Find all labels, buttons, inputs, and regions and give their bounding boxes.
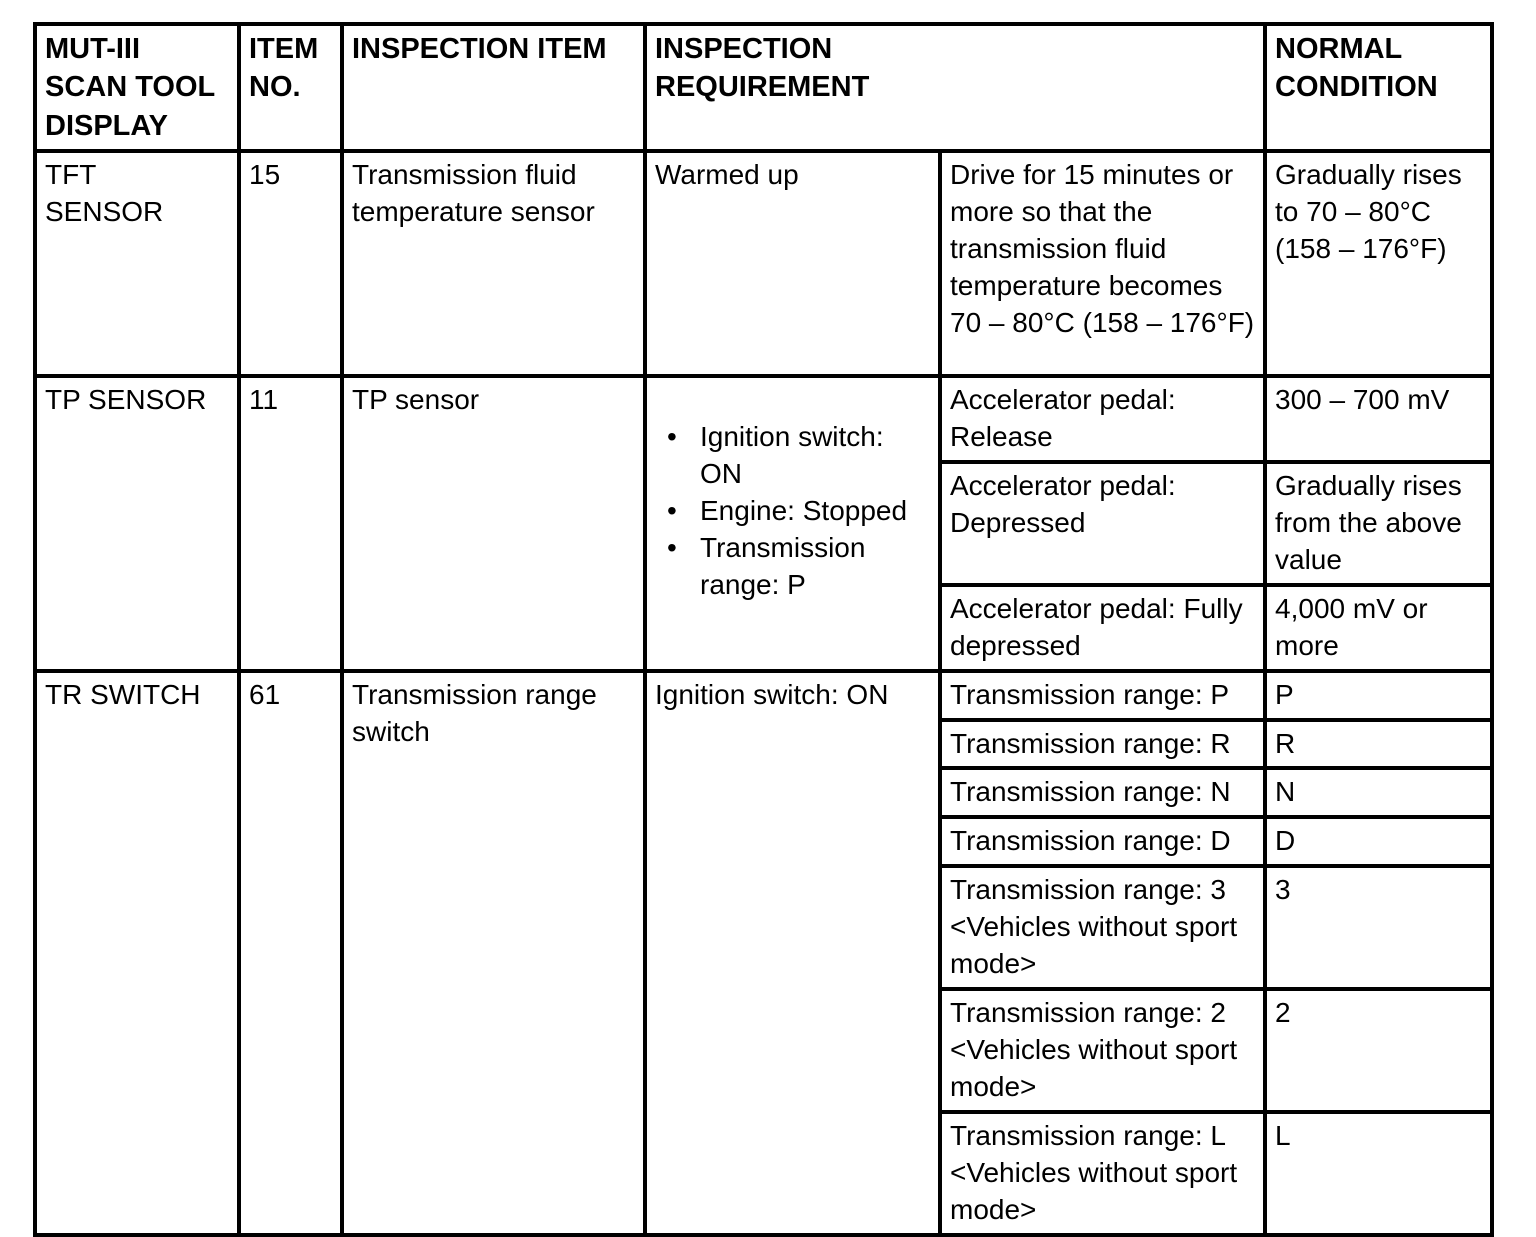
table-row: Accelerator pedal: Depressed Gradually r… bbox=[35, 459, 1495, 587]
cell-normal-condition: 4,000 mV or more bbox=[1263, 582, 1495, 673]
cell-scan-tool-display: TFT SENSOR bbox=[33, 148, 241, 378]
cell-scan-tool-display: TP SENSOR bbox=[33, 373, 241, 673]
cell-inspection-item: Transmission range switch bbox=[340, 668, 647, 1237]
cell-normal-condition: D bbox=[1263, 815, 1495, 869]
table-row: Transmission range: 3 <Vehicles without … bbox=[35, 864, 1495, 992]
scan-tool-data-table: MUT-III SCAN TOOL DISPLAY ITEM NO. INSPE… bbox=[33, 22, 1495, 1237]
table-row: TR SWITCH 61 Transmission range switch I… bbox=[33, 668, 1495, 1237]
cell-item-no: 15 bbox=[237, 148, 344, 378]
cell-condition: Transmission range: N bbox=[937, 766, 1268, 820]
table-row: TFT SENSOR 15 Transmission fluid tempera… bbox=[33, 148, 1495, 378]
header-inspection-item: INSPECTION ITEM bbox=[340, 22, 647, 153]
bullet-text: Transmission range: P bbox=[700, 531, 866, 600]
table-header-row: MUT-III SCAN TOOL DISPLAY ITEM NO. INSPE… bbox=[33, 22, 1495, 153]
cell-normal-condition: N bbox=[1263, 766, 1495, 820]
cell-item-no: 11 bbox=[237, 373, 344, 673]
table-row: Transmission range: 2 <Vehicles without … bbox=[35, 987, 1495, 1115]
table-row: Transmission range: D D bbox=[35, 815, 1495, 869]
cell-condition: Transmission range: 3 <Vehicles without … bbox=[937, 864, 1268, 992]
cell-condition: Transmission range: 2 <Vehicles without … bbox=[937, 987, 1268, 1115]
table-row: TP SENSOR 11 TP sensor • Ignition switch:… bbox=[33, 373, 1495, 673]
requirement-bullet-list: • Ignition switch: ON • Engine: Stopped • T… bbox=[655, 419, 930, 604]
cell-condition: Drive for 15 minutes or more so that the… bbox=[937, 148, 1268, 378]
cell-condition: Accelerator pedal: Fully depressed bbox=[937, 582, 1268, 673]
cell-condition: Accelerator pedal: Release bbox=[937, 373, 1268, 464]
cell-requirement: Ignition switch: ON bbox=[643, 668, 942, 1237]
cell-condition: Accelerator pedal: Depressed bbox=[937, 459, 1268, 587]
table-row: Transmission range: R R bbox=[35, 717, 1495, 771]
cell-inspection-item: TP sensor bbox=[340, 373, 647, 673]
table-row: Transmission range: N N bbox=[35, 766, 1495, 820]
cell-condition: Transmission range: P bbox=[937, 668, 1268, 722]
header-inspection-requirement: INSPECTION REQUIREMENT bbox=[642, 22, 1268, 153]
cell-normal-condition: Gradually rises from the above value bbox=[1263, 459, 1495, 587]
cell-normal-condition: 2 bbox=[1263, 987, 1495, 1115]
cell-normal-condition: 300 – 700 mV bbox=[1263, 373, 1495, 464]
cell-condition: Transmission range: D bbox=[937, 815, 1268, 869]
cell-normal-condition: R bbox=[1263, 717, 1495, 771]
bullet-item: • Engine: Stopped bbox=[655, 493, 930, 530]
bullet-icon: • bbox=[667, 420, 677, 452]
cell-condition: Transmission range: L <Vehicles without … bbox=[937, 1110, 1268, 1237]
header-scan-tool-display: MUT-III SCAN TOOL DISPLAY bbox=[33, 22, 241, 153]
cell-scan-tool-display: TR SWITCH bbox=[33, 668, 241, 1237]
cell-normal-condition: 3 bbox=[1263, 864, 1495, 992]
header-normal-condition: NORMAL CONDITION bbox=[1263, 22, 1495, 153]
table-row: Accelerator pedal: Fully depressed 4,000… bbox=[35, 582, 1495, 673]
header-item-no: ITEM NO. bbox=[237, 22, 344, 153]
cell-normal-condition: P bbox=[1263, 668, 1495, 722]
cell-normal-condition: Gradually rises to 70 – 80°C (158 – 176°… bbox=[1263, 148, 1495, 378]
cell-item-no: 61 bbox=[237, 668, 344, 1237]
cell-requirement: Warmed up bbox=[643, 148, 942, 378]
cell-requirement: • Ignition switch: ON • Engine: Stopped • T… bbox=[643, 373, 942, 673]
cell-normal-condition: L bbox=[1263, 1110, 1495, 1237]
bullet-item: • Ignition switch: ON bbox=[655, 419, 930, 493]
cell-inspection-item: Transmission fluid temperature sensor bbox=[340, 148, 647, 378]
bullet-item: • Transmission range: P bbox=[655, 530, 930, 604]
bullet-icon: • bbox=[667, 494, 677, 526]
bullet-icon: • bbox=[667, 531, 677, 563]
cell-condition: Transmission range: R bbox=[937, 717, 1268, 771]
table-row: Transmission range: L <Vehicles without … bbox=[35, 1110, 1495, 1237]
bullet-text: Ignition switch: ON bbox=[700, 420, 884, 489]
bullet-text: Engine: Stopped bbox=[700, 494, 908, 526]
